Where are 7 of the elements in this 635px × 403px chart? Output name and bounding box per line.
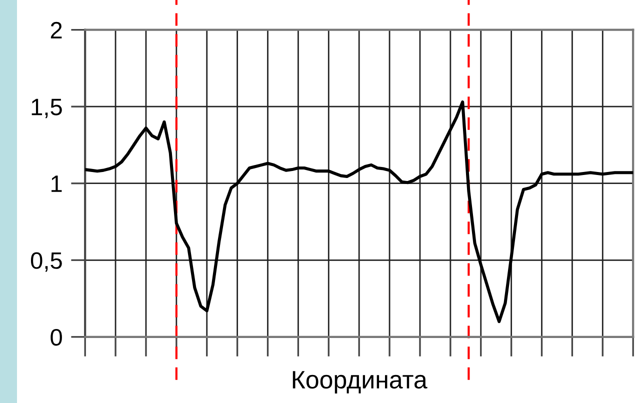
x-axis-title: Координата <box>292 371 428 394</box>
y-tick-label: 0,5 <box>30 252 62 272</box>
y-tick-label: 1,5 <box>32 98 62 118</box>
y-tick-label: 2 <box>50 22 62 38</box>
y-tick-label: 1 <box>52 176 62 192</box>
line-series <box>85 100 634 324</box>
y-tick-label: 0 <box>50 328 62 346</box>
